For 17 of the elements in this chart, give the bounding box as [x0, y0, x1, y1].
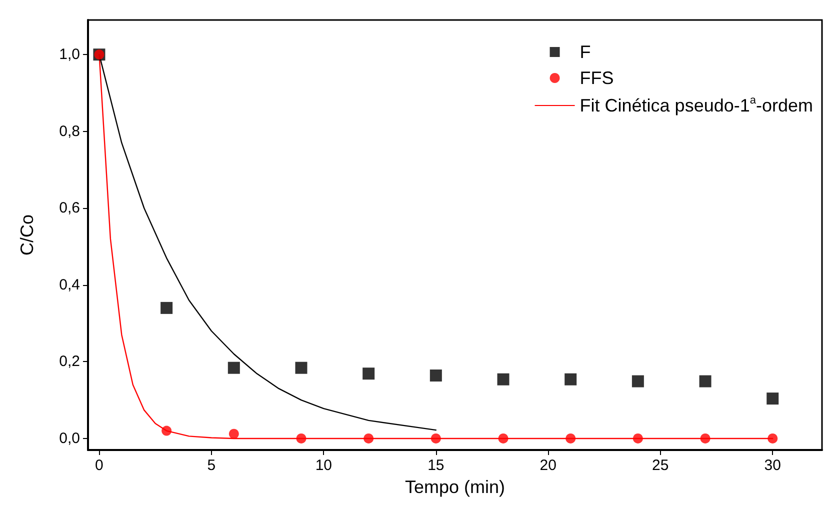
y-tick-label: 0,6 [59, 200, 80, 217]
x-tick-label: 25 [652, 457, 669, 474]
legend-label: F [580, 42, 591, 62]
x-tick-label: 30 [764, 457, 781, 474]
y-tick-label: 1,0 [59, 46, 80, 64]
x-tick-label: 15 [428, 457, 444, 474]
x-axis-title: Tempo (min) [404, 477, 506, 497]
y-axis-title: C/Co [17, 214, 37, 256]
x-tick-label: 10 [315, 457, 332, 474]
x-tick-label: 5 [207, 457, 216, 474]
x-tick-label: 0 [95, 457, 104, 474]
y-tick-label: 0,0 [59, 430, 80, 447]
y-tick-label: 0,4 [59, 276, 80, 294]
y-tick-label: 0,2 [59, 353, 80, 370]
y-tick-label: 0,8 [59, 122, 80, 140]
legend-label: FFS [580, 68, 614, 88]
x-tick-label: 20 [540, 457, 556, 474]
